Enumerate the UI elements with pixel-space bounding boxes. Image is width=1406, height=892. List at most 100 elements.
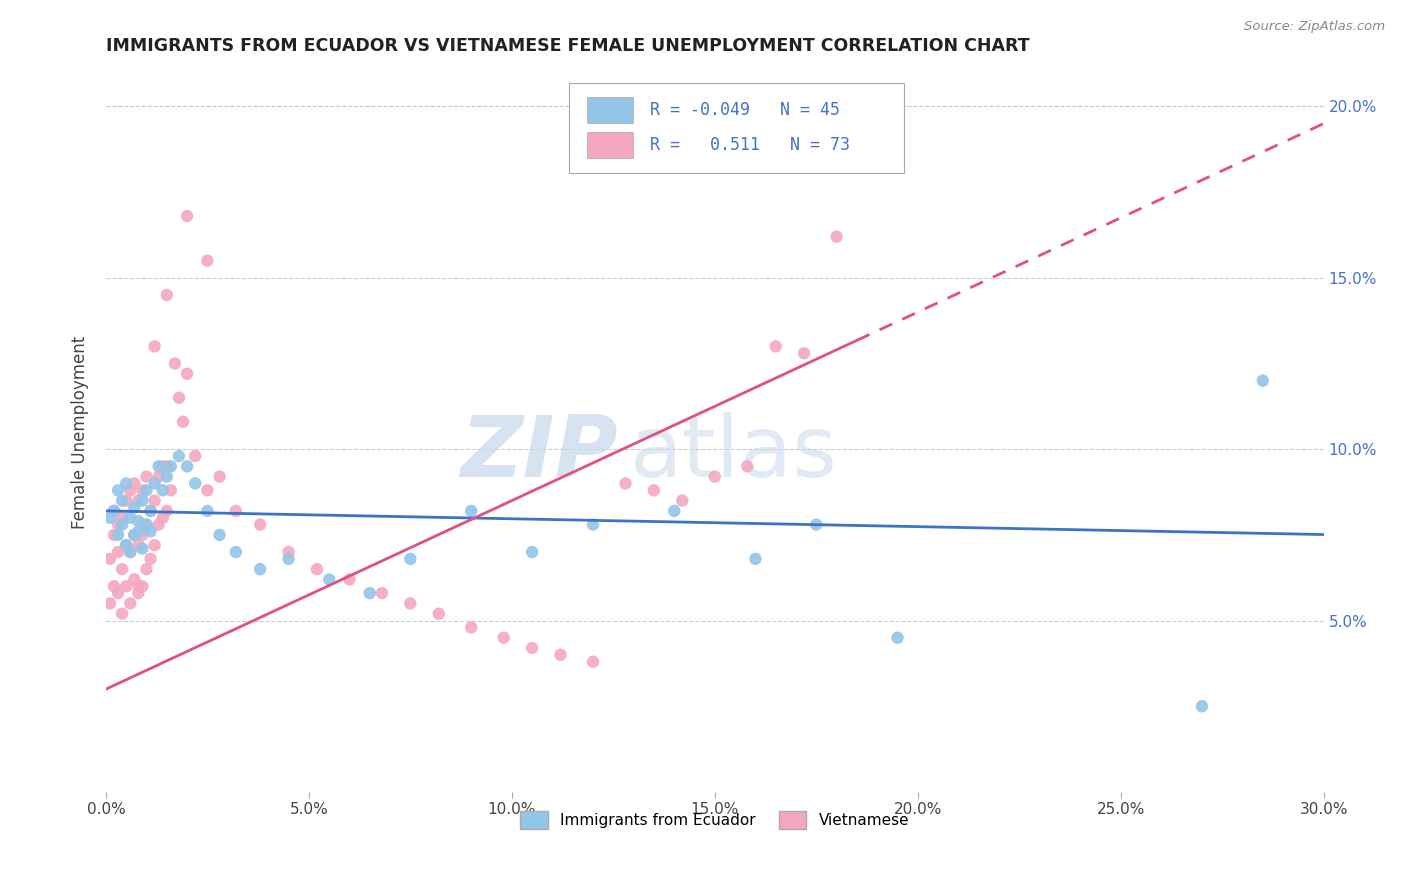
Text: R =   0.511   N = 73: R = 0.511 N = 73 (650, 136, 851, 153)
Point (131, 528, 153, 542)
Point (124, 476, 146, 491)
Point (167, 391, 190, 405)
Point (1191, 699, 1213, 714)
Text: IMMIGRANTS FROM ECUADOR VS VIETNAMESE FEMALE UNEMPLOYMENT CORRELATION CHART: IMMIGRANTS FROM ECUADOR VS VIETNAMESE FE… (105, 37, 1029, 55)
Y-axis label: Female Unemployment: Female Unemployment (72, 335, 89, 529)
Point (124, 528, 146, 542)
Point (156, 459, 179, 474)
Point (156, 288, 179, 302)
Point (98, 552, 121, 566)
Point (399, 552, 422, 566)
Point (107, 483, 129, 498)
Point (520, 545, 543, 559)
Point (135, 517, 157, 532)
Point (184, 476, 207, 491)
Point (152, 483, 174, 498)
Point (197, 504, 219, 518)
Point (359, 586, 381, 600)
Point (127, 524, 149, 539)
Point (98, 596, 121, 610)
Point (111, 607, 134, 621)
Point (305, 562, 328, 576)
Point (172, 415, 194, 429)
Legend: Immigrants from Ecuador, Vietnamese: Immigrants from Ecuador, Vietnamese (515, 805, 915, 835)
Point (371, 586, 394, 600)
Point (148, 517, 170, 532)
Point (120, 545, 142, 559)
Point (107, 586, 129, 600)
Point (124, 573, 146, 587)
Point (427, 607, 450, 621)
Point (143, 476, 166, 491)
Point (120, 483, 142, 498)
Point (120, 510, 142, 524)
Point (664, 504, 686, 518)
Point (643, 483, 665, 498)
Point (111, 562, 134, 576)
FancyBboxPatch shape (586, 96, 633, 122)
Point (115, 579, 138, 593)
Point (103, 579, 125, 593)
Point (550, 648, 572, 662)
FancyBboxPatch shape (586, 132, 633, 158)
Point (139, 504, 162, 518)
Point (143, 493, 166, 508)
Point (143, 339, 166, 353)
Point (520, 640, 543, 655)
Text: R = -0.049   N = 45: R = -0.049 N = 45 (650, 101, 841, 119)
Point (131, 541, 153, 556)
Point (135, 562, 157, 576)
Point (765, 339, 787, 353)
Point (127, 514, 149, 528)
Point (124, 500, 146, 515)
Point (163, 357, 186, 371)
Point (671, 493, 693, 508)
Point (318, 573, 340, 587)
Point (148, 459, 170, 474)
Point (277, 552, 299, 566)
Point (460, 620, 482, 634)
Point (148, 469, 170, 483)
Point (127, 579, 149, 593)
Point (160, 483, 183, 498)
Point (124, 528, 146, 542)
Point (107, 517, 129, 532)
Point (176, 367, 198, 381)
Point (886, 631, 908, 645)
Point (208, 469, 231, 483)
Point (98, 510, 121, 524)
Point (139, 524, 162, 539)
Point (176, 459, 198, 474)
Point (167, 449, 190, 463)
Point (152, 459, 174, 474)
Point (115, 538, 138, 552)
Point (806, 517, 828, 532)
Point (460, 504, 482, 518)
Point (249, 562, 271, 576)
Point (131, 579, 153, 593)
Point (131, 493, 153, 508)
Point (582, 655, 605, 669)
Point (614, 476, 637, 491)
Point (115, 538, 138, 552)
Point (103, 528, 125, 542)
Point (135, 483, 157, 498)
Point (249, 517, 271, 532)
Point (184, 449, 207, 463)
Point (703, 469, 725, 483)
Point (139, 552, 162, 566)
Point (208, 528, 231, 542)
Point (127, 538, 149, 552)
Point (399, 596, 422, 610)
Point (176, 209, 198, 223)
Point (120, 545, 142, 559)
Point (111, 493, 134, 508)
Point (143, 538, 166, 552)
Point (825, 229, 848, 244)
Point (135, 469, 157, 483)
Point (111, 510, 134, 524)
Point (135, 517, 157, 532)
Point (225, 504, 247, 518)
Point (492, 631, 515, 645)
Point (152, 510, 174, 524)
